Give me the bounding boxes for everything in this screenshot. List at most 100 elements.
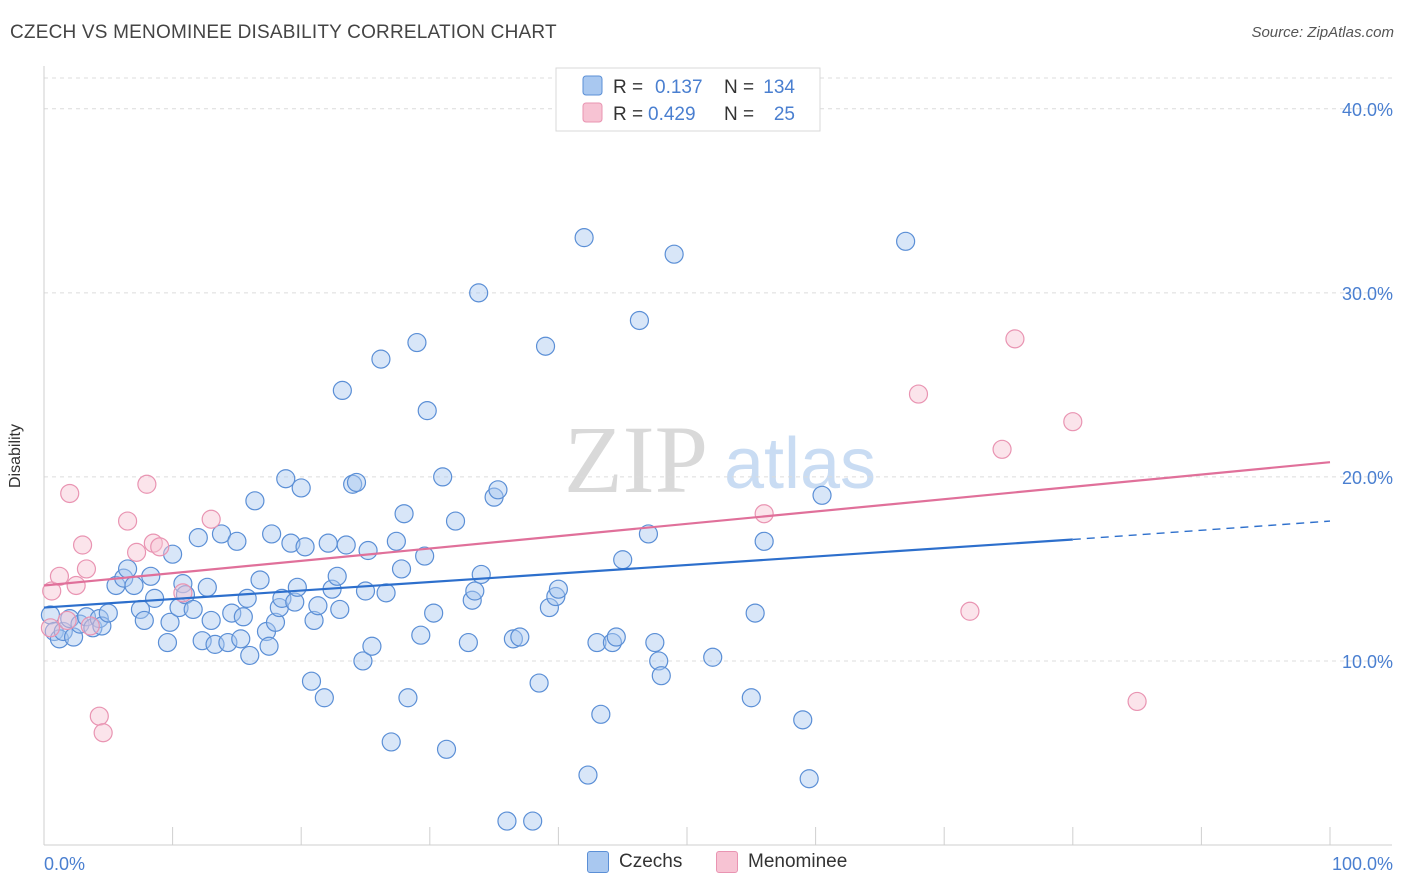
watermark-zip: ZIP <box>564 406 708 513</box>
czechs-point-44 <box>262 524 282 544</box>
czechs-point-72 <box>381 732 401 752</box>
czechs-point-103 <box>587 632 607 653</box>
czechs-point-81 <box>424 603 444 623</box>
czechs-point-37 <box>233 607 253 627</box>
legend-n-label-2: N = <box>724 104 754 125</box>
czechs-point-30 <box>201 610 221 631</box>
menominee-point-0 <box>40 618 61 638</box>
czechs-point-115 <box>741 688 761 708</box>
czechs-point-66 <box>353 651 373 671</box>
czechs-point-35 <box>227 531 247 551</box>
czechs-point-39 <box>240 645 260 666</box>
czechs-point-89 <box>471 564 491 585</box>
czechs-point-49 <box>281 533 301 553</box>
czechs-point-53 <box>295 537 315 557</box>
legend-n-value-2: 25 <box>774 104 795 125</box>
czechs-point-19 <box>144 588 165 608</box>
czechs-point-77 <box>407 332 427 353</box>
menominee-point-24 <box>1127 691 1147 712</box>
menominee-point-21 <box>992 439 1012 459</box>
czechs-point-113 <box>664 244 684 264</box>
czechs-point-71 <box>376 583 396 603</box>
czechs-point-62 <box>332 380 352 401</box>
legend-r-value-2: 0.429 <box>648 104 696 125</box>
axes <box>43 66 1392 846</box>
bottom-legend-label-czechs: Czechs <box>619 851 683 872</box>
y-tick-label-40: 40.0% <box>1342 100 1393 120</box>
czechs-point-79 <box>415 546 435 566</box>
grid <box>44 77 1392 662</box>
czechs-point-80 <box>417 401 437 421</box>
czechs-point-96 <box>529 673 549 693</box>
menominee-point-6 <box>72 535 93 555</box>
czechs-point-51 <box>287 577 307 597</box>
czechs-point-118 <box>793 710 813 730</box>
x-tick-label-max: 100.0% <box>1332 854 1393 874</box>
y-tick-label-30: 30.0% <box>1342 284 1393 304</box>
czechs-point-55 <box>304 610 324 631</box>
menominee-trend-line <box>43 461 1331 587</box>
bottom-legend-czechs: Czechs <box>587 851 682 873</box>
czechs-trend-line <box>43 538 1073 609</box>
czechs-point-88 <box>469 283 489 303</box>
legend-r-value-1: 0.137 <box>655 77 703 98</box>
legend: R = 0.137 N = 134 R = 0.429 N = 25 <box>555 67 821 132</box>
czechs-point-111 <box>649 651 669 671</box>
czechs-trend-extension <box>1072 520 1331 541</box>
menominee-point-4 <box>60 483 80 504</box>
menominee-point-22 <box>1005 329 1025 349</box>
menominee-point-18 <box>754 504 774 524</box>
bottom-legend-swatch-czechs <box>587 851 609 873</box>
czechs-point-73 <box>386 531 406 551</box>
menominee-point-19 <box>908 384 929 404</box>
menominee-point-13 <box>137 474 157 494</box>
czechs-point-29 <box>197 577 217 597</box>
czechs-point-107 <box>613 550 633 570</box>
czechs-point-45 <box>265 612 286 632</box>
menominee-point-17 <box>201 509 221 529</box>
menominee-point-7 <box>76 559 97 579</box>
czechs-point-95 <box>523 811 543 831</box>
czechs-point-67 <box>355 581 376 601</box>
czechs-point-78 <box>411 625 431 645</box>
czechs-point-94 <box>510 627 530 647</box>
czechs-point-84 <box>445 511 466 531</box>
czechs-point-85 <box>458 632 478 653</box>
czechs-point-76 <box>398 688 418 708</box>
czechs-point-40 <box>245 491 265 511</box>
menominee-point-9 <box>89 706 109 726</box>
czechs-point-83 <box>436 739 457 759</box>
czechs-point-74 <box>391 559 412 579</box>
czechs-point-17 <box>134 610 154 631</box>
czechs-point-101 <box>574 228 594 248</box>
czechs-point-117 <box>754 531 774 551</box>
x-tick-label-min: 0.0% <box>44 854 85 874</box>
menominee-point-5 <box>66 575 86 596</box>
czechs-point-69 <box>362 636 382 656</box>
legend-n-label-1: N = <box>724 77 754 98</box>
czechs-point-104 <box>591 704 611 724</box>
czechs-point-56 <box>308 596 328 616</box>
chart-title: CZECH VS MENOMINEE DISABILITY CORRELATIO… <box>10 22 557 43</box>
czechs-point-32 <box>211 524 232 544</box>
menominee-point-15 <box>150 537 170 557</box>
legend-swatch-czechs <box>582 75 603 96</box>
czechs-point-98 <box>539 597 559 618</box>
czechs-point-91 <box>488 480 508 500</box>
czechs-point-75 <box>394 504 414 524</box>
czechs-point-11 <box>98 603 118 623</box>
trend-lines <box>43 461 1331 609</box>
watermark: ZIP atlas <box>564 406 876 513</box>
czechs-point-48 <box>276 469 296 489</box>
czechs-point-110 <box>645 632 665 653</box>
czechs-point-97 <box>535 336 556 356</box>
czechs-point-100 <box>548 579 569 599</box>
czechs-point-47 <box>272 588 292 608</box>
czechs-point-120 <box>812 485 832 505</box>
bottom-legend-swatch-menominee <box>716 851 738 873</box>
bottom-legend-menominee: Menominee <box>716 851 847 873</box>
menominee-point-3 <box>57 610 77 631</box>
czechs-point-26 <box>183 599 203 620</box>
czechs-point-93 <box>503 629 523 649</box>
